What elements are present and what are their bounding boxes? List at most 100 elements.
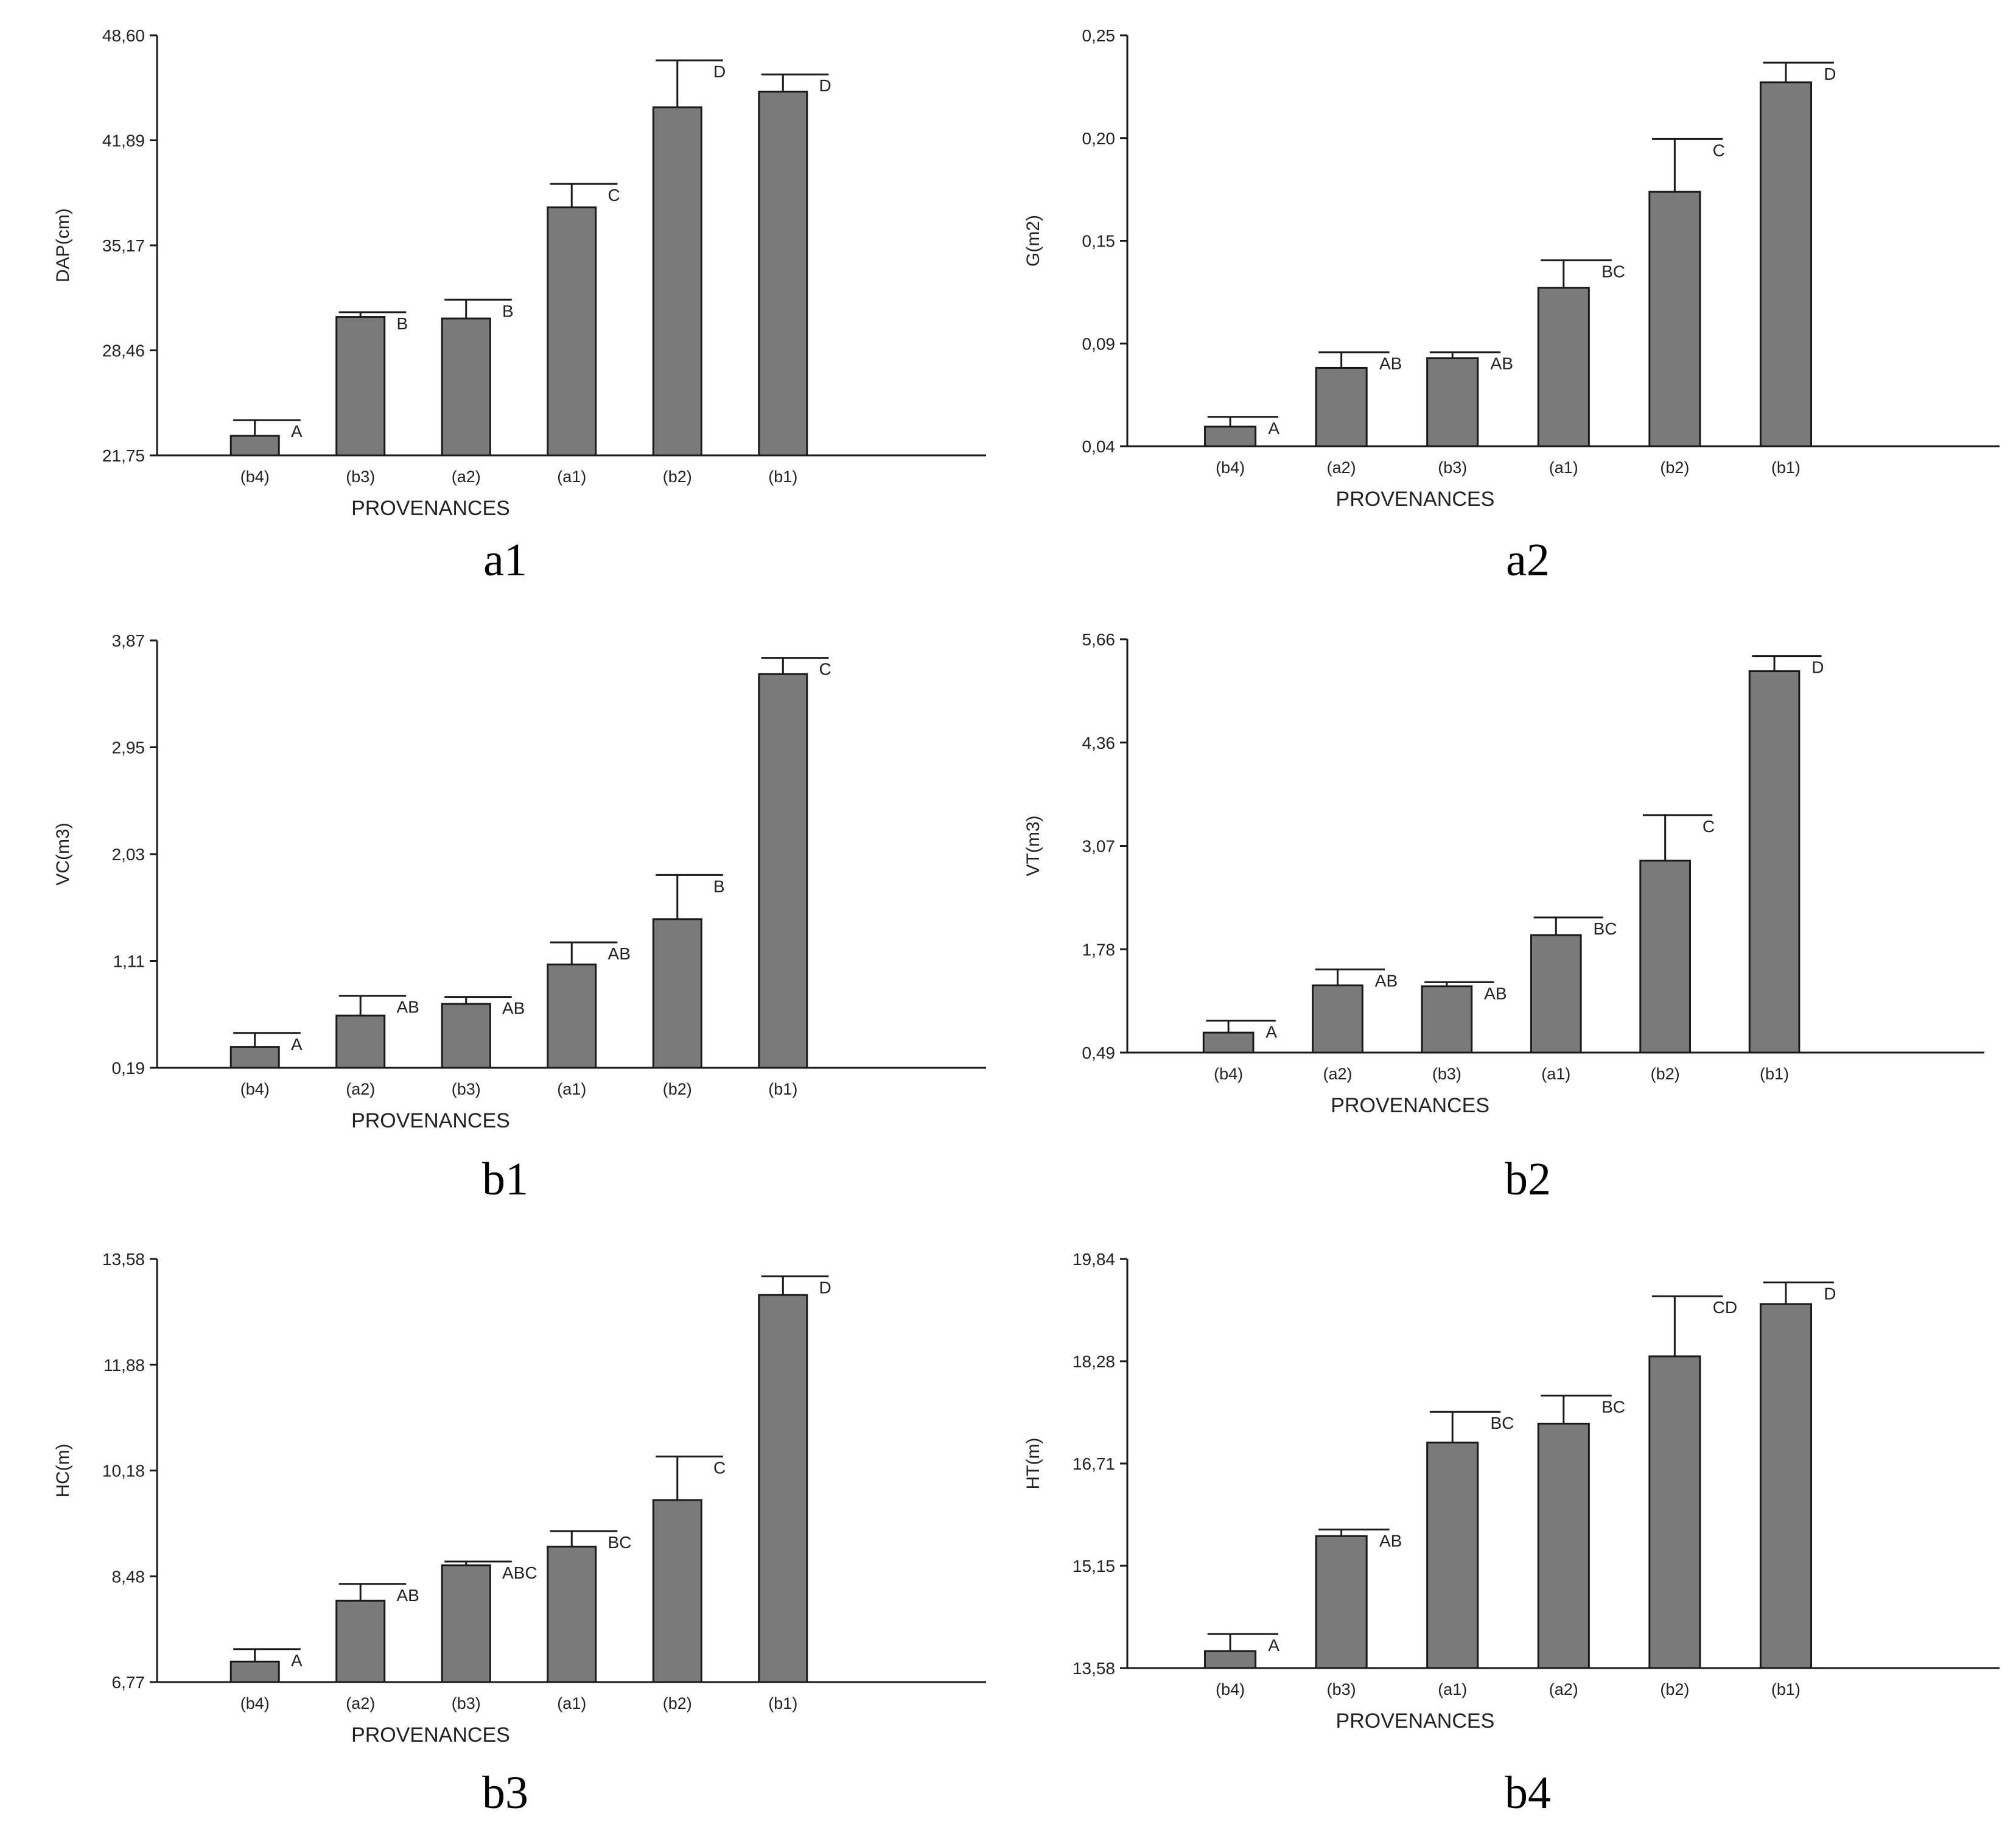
bar-a1	[547, 206, 597, 457]
bar-b2	[1648, 1355, 1701, 1669]
panel-caption: b2	[1505, 1154, 1551, 1205]
x-tick-label: (b3)	[452, 1694, 481, 1713]
y-tick-label: 2,95	[112, 738, 145, 757]
group-letter-label: D	[819, 76, 831, 95]
bar-b1	[758, 1294, 808, 1683]
x-tick-label: (a2)	[1323, 1065, 1353, 1083]
bar-a2	[335, 1599, 386, 1683]
bar-b2	[1648, 191, 1701, 447]
x-tick-label: (b1)	[768, 1080, 797, 1098]
y-tick-label: 4,36	[1082, 734, 1116, 752]
group-letter-label: AB	[396, 1586, 419, 1605]
y-tick-label: 3,07	[1082, 837, 1116, 856]
bar-b4	[1204, 1650, 1257, 1669]
group-letter-label: A	[291, 1035, 303, 1054]
y-tick-label: 11,88	[103, 1356, 145, 1375]
x-tick-label: (a2)	[346, 1080, 375, 1098]
group-letter-label: C	[1703, 817, 1715, 836]
bar-b4	[229, 1660, 280, 1683]
y-tick-label: 6,77	[112, 1673, 145, 1692]
y-tick-label: 0,49	[1082, 1043, 1116, 1062]
bar-b3	[441, 1003, 491, 1069]
y-tick-label: 13,58	[102, 1250, 145, 1269]
group-letter-label: BC	[1491, 1414, 1514, 1432]
y-tick-label: 16,71	[1073, 1454, 1115, 1473]
bar-a2	[335, 1014, 386, 1069]
y-tick-label: 8,48	[112, 1567, 145, 1586]
bar-b3	[335, 316, 386, 457]
y-tick-label: 41,89	[102, 131, 145, 150]
x-axis-title: PROVENANCES	[351, 1723, 510, 1747]
group-letter-label: D	[713, 62, 726, 81]
group-letter-label: AB	[1379, 354, 1402, 373]
bar-a2	[1537, 1423, 1590, 1669]
y-axis-title: VT(m3)	[1023, 816, 1043, 877]
x-tick-label: (b3)	[346, 468, 375, 486]
panel-caption: b4	[1505, 1767, 1551, 1818]
x-tick-label: (b3)	[1438, 458, 1467, 477]
bar-b3	[1426, 357, 1479, 447]
y-tick-label: 35,17	[102, 236, 145, 255]
x-tick-label: (a1)	[1438, 1680, 1467, 1699]
x-tick-label: (a1)	[557, 1694, 586, 1713]
x-tick-label: (a2)	[346, 1694, 375, 1713]
group-letter-label: A	[1268, 1636, 1279, 1655]
bar-b1	[758, 673, 808, 1069]
x-axis-title: PROVENANCES	[1336, 1709, 1495, 1733]
x-tick-label: (b4)	[240, 1694, 270, 1713]
group-letter-label: CD	[1713, 1298, 1737, 1317]
x-tick-label: (a2)	[1327, 458, 1356, 477]
x-tick-label: (a2)	[1549, 1680, 1578, 1699]
group-letter-label: BC	[1601, 262, 1625, 281]
y-tick-label: 18,28	[1073, 1352, 1115, 1371]
y-tick-label: 1,11	[113, 952, 145, 971]
group-letter-label: AB	[1375, 971, 1398, 990]
x-tick-label: (b3)	[1327, 1680, 1356, 1699]
group-letter-label: C	[713, 1459, 726, 1478]
y-tick-label: 15,15	[1073, 1557, 1115, 1576]
group-letter-label: A	[1265, 1022, 1277, 1041]
x-tick-label: (b2)	[1660, 1680, 1689, 1699]
group-letter-label: C	[1713, 141, 1725, 160]
bar-a1	[1426, 1442, 1479, 1669]
y-tick-label: 0,25	[1082, 26, 1116, 45]
x-axis-title: PROVENANCES	[1331, 1094, 1489, 1117]
y-axis-title: G(m2)	[1023, 215, 1043, 267]
group-letter-label: D	[1824, 65, 1836, 83]
y-tick-label: 1,78	[1082, 940, 1116, 959]
group-letter-label: AB	[502, 999, 525, 1018]
y-tick-label: 28,46	[102, 342, 145, 360]
group-letter-label: B	[502, 301, 514, 320]
y-tick-label: 21,75	[102, 446, 145, 465]
x-tick-label: (b1)	[1771, 458, 1801, 477]
group-letter-label: B	[713, 877, 725, 896]
group-letter-label: AB	[608, 944, 631, 963]
x-tick-label: (a1)	[1549, 458, 1578, 477]
group-letter-label: AB	[396, 998, 419, 1017]
x-tick-label: (b2)	[663, 1694, 692, 1713]
y-tick-label: 10,18	[102, 1462, 145, 1481]
x-axis-title: PROVENANCES	[351, 497, 510, 520]
group-letter-label: ABC	[502, 1563, 537, 1582]
x-tick-label: (b1)	[768, 468, 797, 486]
x-tick-label: (b4)	[1216, 458, 1245, 477]
bar-a2	[441, 317, 491, 457]
x-tick-label: (b2)	[663, 1080, 692, 1098]
x-tick-label: (b4)	[1216, 1680, 1245, 1699]
group-letter-label: BC	[1594, 919, 1617, 938]
x-tick-label: (b4)	[1214, 1065, 1243, 1083]
x-tick-label: (a1)	[557, 1080, 586, 1098]
panel-caption: a2	[1506, 535, 1550, 586]
y-tick-label: 0,04	[1082, 437, 1116, 456]
x-axis-title: PROVENANCES	[351, 1109, 510, 1132]
